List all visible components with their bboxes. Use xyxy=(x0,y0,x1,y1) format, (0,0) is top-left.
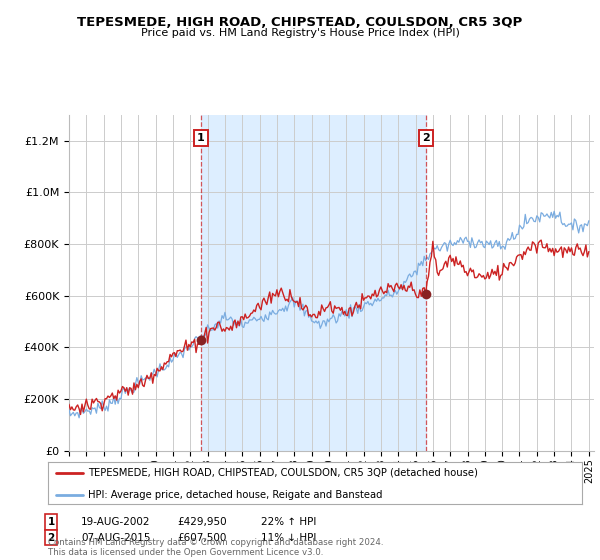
Text: 1: 1 xyxy=(197,133,205,143)
Text: TEPESMEDE, HIGH ROAD, CHIPSTEAD, COULSDON, CR5 3QP (detached house): TEPESMEDE, HIGH ROAD, CHIPSTEAD, COULSDO… xyxy=(88,468,478,478)
Text: HPI: Average price, detached house, Reigate and Banstead: HPI: Average price, detached house, Reig… xyxy=(88,490,383,500)
Text: 1: 1 xyxy=(47,517,55,527)
Text: 2: 2 xyxy=(422,133,430,143)
Text: 11% ↓ HPI: 11% ↓ HPI xyxy=(261,533,316,543)
Text: Price paid vs. HM Land Registry's House Price Index (HPI): Price paid vs. HM Land Registry's House … xyxy=(140,28,460,38)
Text: 22% ↑ HPI: 22% ↑ HPI xyxy=(261,517,316,527)
Text: £429,950: £429,950 xyxy=(177,517,227,527)
Bar xyxy=(201,115,426,451)
Text: 07-AUG-2015: 07-AUG-2015 xyxy=(81,533,151,543)
Text: 19-AUG-2002: 19-AUG-2002 xyxy=(81,517,151,527)
Text: £607,500: £607,500 xyxy=(177,533,226,543)
Text: Contains HM Land Registry data © Crown copyright and database right 2024.
This d: Contains HM Land Registry data © Crown c… xyxy=(48,538,383,557)
Text: 2: 2 xyxy=(47,533,55,543)
Text: TEPESMEDE, HIGH ROAD, CHIPSTEAD, COULSDON, CR5 3QP: TEPESMEDE, HIGH ROAD, CHIPSTEAD, COULSDO… xyxy=(77,16,523,29)
